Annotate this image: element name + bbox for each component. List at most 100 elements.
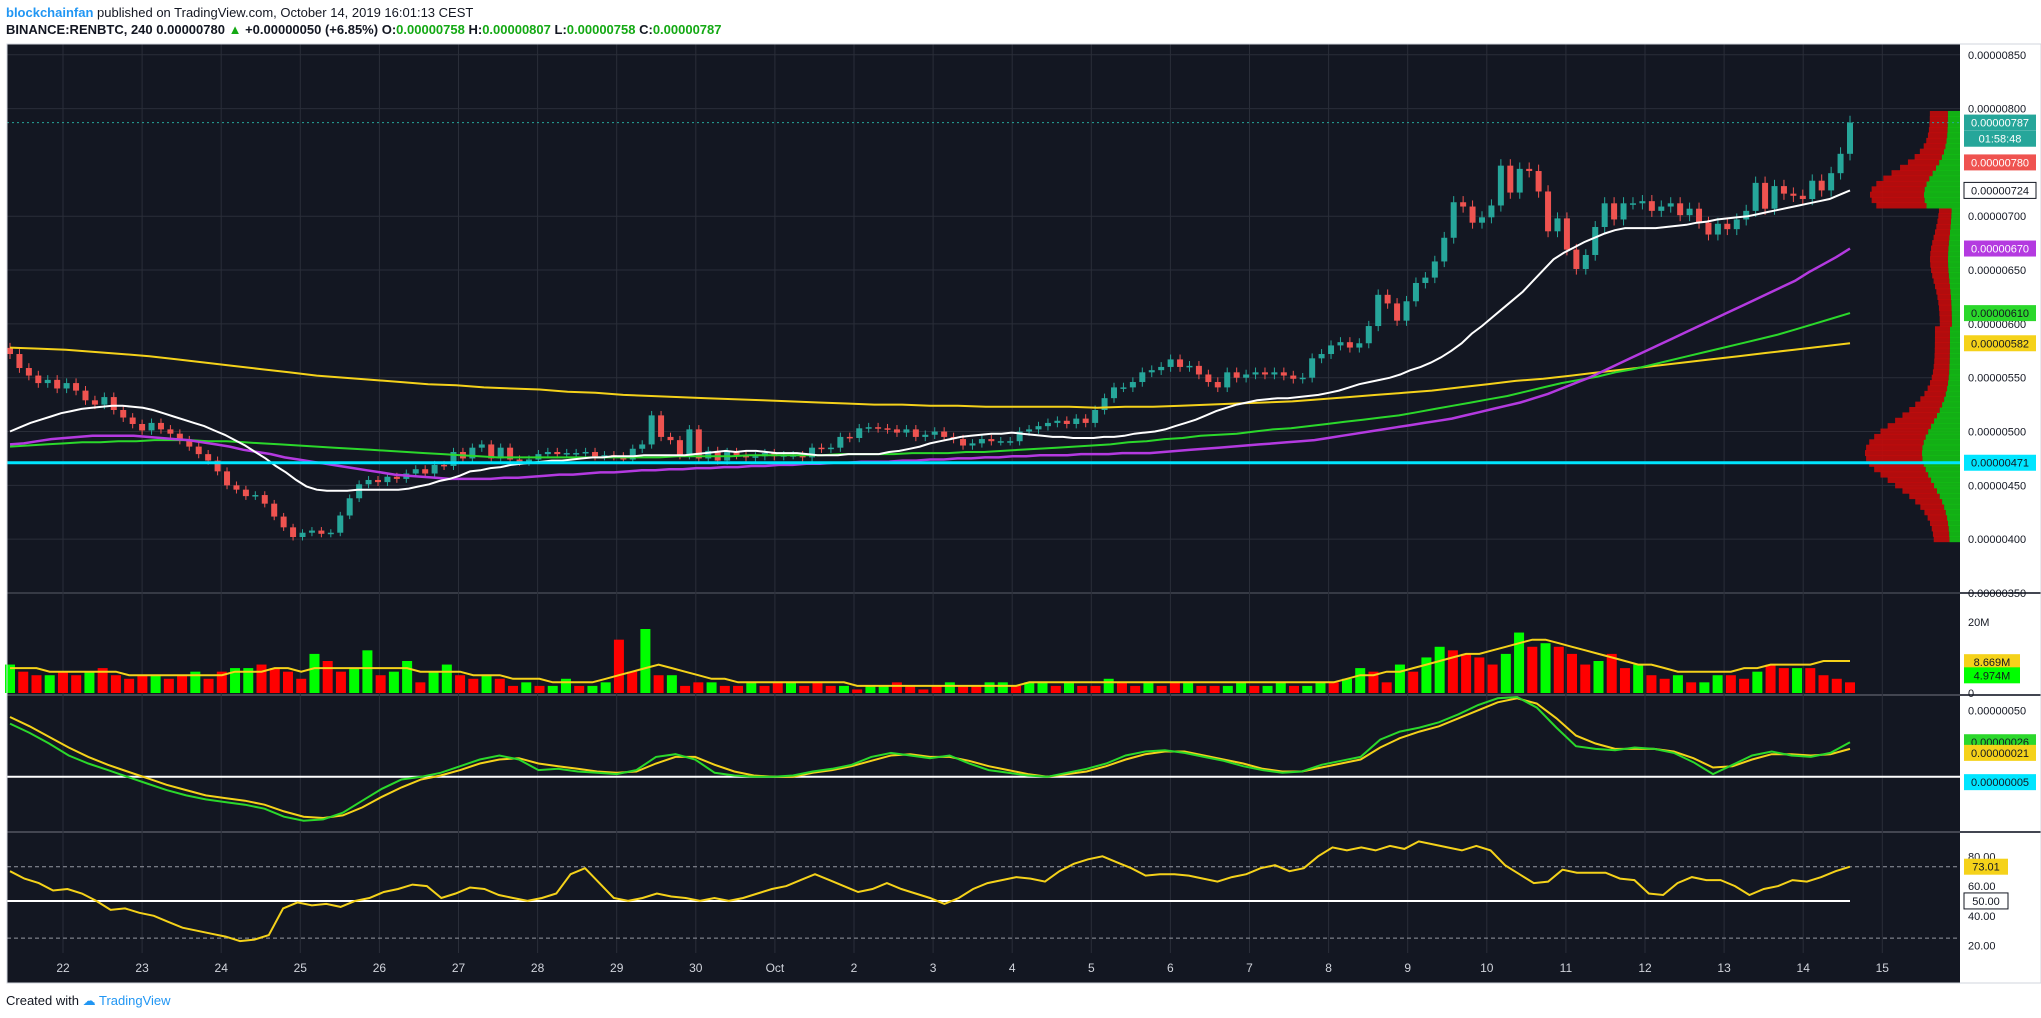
- volume-profile-bar: [1937, 293, 1951, 300]
- volume-profile-bar: [1945, 143, 1960, 150]
- candle-body: [1837, 153, 1844, 174]
- candle-body: [582, 451, 589, 454]
- candle-body: [1762, 182, 1769, 209]
- volume-profile-bar: [1874, 433, 1926, 440]
- volume-profile-bar: [1947, 514, 1960, 521]
- volume-bar: [1302, 685, 1313, 693]
- volume-profile-bar: [1880, 471, 1929, 478]
- volume-profile-bar: [1937, 218, 1951, 225]
- candle-body: [865, 427, 872, 429]
- volume-bar: [680, 685, 691, 693]
- volume-bar: [163, 678, 174, 693]
- candle-body: [516, 459, 523, 462]
- volume-bar: [666, 675, 677, 693]
- volume-profile-bar: [1931, 245, 1949, 252]
- candle-body: [1677, 203, 1684, 216]
- candle-body: [1696, 208, 1703, 223]
- volume-bar: [1421, 657, 1432, 693]
- candle-body: [497, 447, 504, 459]
- candle-body: [1733, 219, 1740, 230]
- candle-body: [1120, 387, 1127, 389]
- volume-profile-bar: [1950, 293, 1960, 300]
- candle-body: [54, 379, 61, 389]
- volume-bar: [891, 682, 902, 693]
- volume-profile-bar: [1933, 277, 1950, 284]
- candle-body: [1082, 418, 1089, 423]
- volume-profile-bar: [1939, 320, 1952, 327]
- volume-bar: [1619, 668, 1630, 693]
- candle-body: [214, 460, 221, 472]
- volume-profile-bar: [1926, 137, 1947, 144]
- rsi-y-tick: 20.00: [1968, 941, 1996, 953]
- volume-profile-bar: [1931, 423, 1960, 430]
- candle-body: [1365, 326, 1372, 344]
- volume-profile-bar: [1949, 530, 1960, 537]
- volume-profile-bar: [1924, 509, 1946, 516]
- volume-profile-bar: [1949, 369, 1960, 376]
- macd-label-tag: [1964, 744, 2036, 761]
- volume-bar: [1116, 682, 1127, 693]
- x-tick-label: 15: [1876, 961, 1890, 975]
- volume-bar: [230, 668, 241, 693]
- volume-bar: [455, 675, 466, 693]
- volume-bar: [1778, 668, 1789, 693]
- volume-bar: [1328, 682, 1339, 693]
- candle-body: [1016, 431, 1023, 442]
- volume-profile-bar: [1932, 530, 1950, 537]
- candle-body: [1629, 203, 1636, 205]
- candle-body: [686, 429, 693, 456]
- footer-brand[interactable]: TradingView: [99, 993, 171, 1008]
- rsi-line: [9, 840, 1851, 943]
- candle-body: [280, 516, 287, 528]
- volume-profile-bar: [1934, 347, 1950, 354]
- volume-profile-bar: [1924, 390, 1946, 397]
- volume-profile-bar: [1927, 514, 1948, 521]
- candle-body: [261, 495, 268, 504]
- tradingview-logo-icon: ☁: [82, 993, 96, 1008]
- candle-body: [884, 428, 891, 430]
- candle-body: [82, 390, 89, 401]
- volume-bar: [1818, 675, 1829, 693]
- candle-body: [1129, 382, 1136, 388]
- volume-profile-bar: [1924, 197, 1960, 204]
- candle-body: [752, 456, 759, 458]
- rsi-label-text: 73.01: [1972, 862, 2000, 874]
- volume-label-text: 8.669M: [1974, 657, 2011, 669]
- candle-body: [1243, 374, 1250, 378]
- volume-bar: [1408, 671, 1419, 693]
- volume-bar: [1567, 653, 1578, 693]
- volume-profile-bar: [1939, 407, 1960, 413]
- volume-bar: [335, 671, 346, 693]
- volume-profile-bar: [1929, 121, 1948, 128]
- candle-body: [1705, 222, 1712, 235]
- volume-profile-bar: [1939, 493, 1960, 500]
- volume-profile-bar: [1880, 428, 1929, 435]
- candle-body: [1535, 171, 1542, 192]
- volume-bar: [1196, 685, 1207, 693]
- candle-body: [676, 440, 683, 456]
- volume-profile-bar: [1932, 272, 1949, 279]
- volume-profile-bar: [1874, 466, 1926, 473]
- candle-body: [478, 444, 485, 448]
- volume-profile-bar: [1942, 401, 1960, 408]
- x-tick-label: 2: [851, 961, 858, 975]
- author-link[interactable]: blockchainfan: [6, 5, 94, 20]
- volume-bar: [1037, 682, 1048, 693]
- candle-body: [120, 410, 127, 418]
- volume-profile-bar: [1941, 154, 1960, 161]
- candle-body: [1460, 202, 1467, 207]
- volume-profile-bar: [1951, 213, 1960, 220]
- candle-body: [978, 439, 985, 444]
- volume-profile-bar: [1925, 433, 1960, 440]
- candle-body: [375, 479, 381, 483]
- volume-bar: [441, 664, 452, 693]
- volume-bar: [1130, 685, 1141, 693]
- volume-profile-bar: [1929, 110, 1948, 117]
- volume-bar: [719, 685, 730, 693]
- candle-body: [1101, 398, 1108, 410]
- volume-bar: [1183, 682, 1194, 693]
- volume-profile-bar: [1946, 137, 1960, 144]
- volume-profile-bar: [1944, 396, 1960, 403]
- volume-profile-bar: [1947, 121, 1960, 128]
